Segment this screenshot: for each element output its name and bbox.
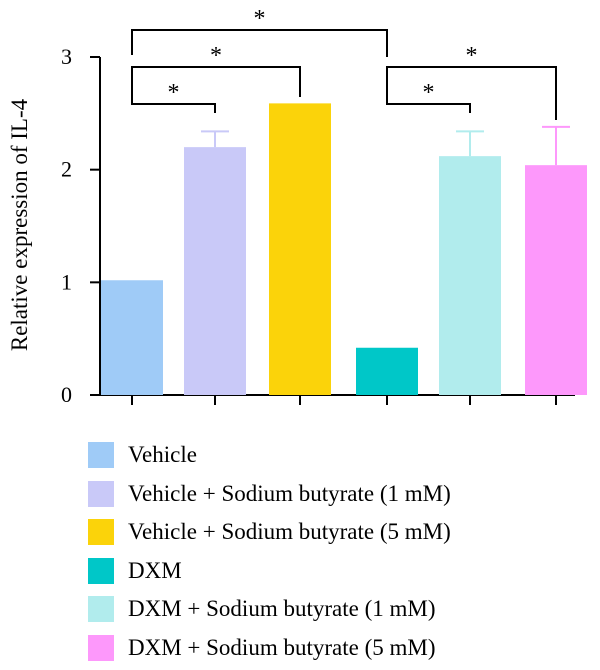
legend-label: DXM [128, 557, 182, 583]
significance-bracket [131, 66, 301, 97]
significance-bracket [131, 29, 388, 57]
legend-swatch [88, 557, 114, 584]
bar-chart: Relative expression of IL-4 0 1 2 3 * * * * * [7, 6, 587, 407]
legend-item: DXM + Sodium butyrate (1 mM) [88, 590, 451, 629]
x-axis [100, 394, 575, 405]
legend-label: Vehicle + Sodium butyrate (5 mM) [128, 519, 451, 545]
bar [439, 156, 501, 395]
y-tick-label: 3 [61, 44, 72, 69]
legend-swatch [88, 634, 114, 661]
legend-label: DXM + Sodium butyrate (5 mM) [128, 634, 436, 660]
significance-star: * [423, 80, 435, 106]
bar [184, 147, 246, 395]
y-axis-label: Relative expression of IL-4 [7, 98, 32, 351]
legend-item: Vehicle + Sodium butyrate (5 mM) [88, 513, 451, 552]
significance-bracket [386, 66, 557, 120]
y-tick-label: 0 [61, 382, 72, 407]
y-tick-label: 1 [61, 269, 72, 294]
y-axis: 0 1 2 3 [61, 44, 101, 407]
bars-group [101, 104, 587, 395]
legend-item: DXM + Sodium butyrate (5 mM) [88, 629, 451, 668]
bar [356, 348, 418, 395]
significance-bracket [386, 95, 471, 113]
error-bars-group [101, 103, 570, 350]
legend-swatch [88, 442, 114, 469]
significance-star: * [254, 6, 266, 32]
legend: Vehicle Vehicle + Sodium butyrate (1 mM) V… [88, 436, 451, 667]
legend-label: Vehicle [128, 442, 197, 468]
legend-label: Vehicle + Sodium butyrate (1 mM) [128, 480, 451, 506]
legend-swatch [88, 480, 114, 507]
legend-swatch [88, 519, 114, 546]
bar [525, 165, 587, 395]
significance-bracket [131, 90, 216, 113]
legend-item: Vehicle + Sodium butyrate (1 mM) [88, 475, 451, 514]
bar [101, 281, 163, 395]
legend-item: DXM [88, 552, 451, 591]
significance-star: * [210, 43, 222, 69]
bar [269, 104, 331, 395]
legend-item: Vehicle [88, 436, 451, 475]
legend-swatch [88, 596, 114, 623]
legend-label: DXM + Sodium butyrate (1 mM) [128, 596, 436, 622]
significance-brackets: * * * * * [131, 6, 557, 120]
y-tick-label: 2 [61, 157, 72, 182]
significance-star: * [466, 43, 478, 69]
significance-star: * [168, 80, 180, 106]
